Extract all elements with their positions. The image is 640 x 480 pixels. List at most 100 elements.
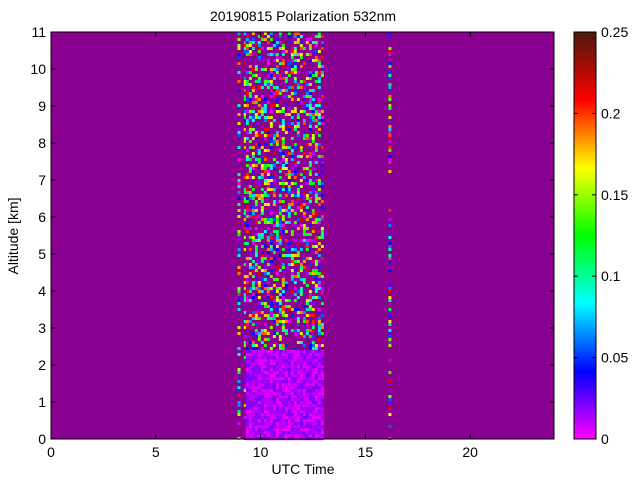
heatmap-cell [320,338,324,341]
heatmap-cell [260,362,264,366]
heatmap-cell [299,320,303,323]
heatmap-cell [248,35,252,38]
heatmap-cell [245,47,249,50]
heatmap-cell [299,221,303,224]
heatmap-cell [243,44,247,47]
heatmap-cell [284,38,288,41]
heatmap-cell [281,293,285,296]
heatmap-cell [388,248,392,251]
heatmap-cell [388,215,392,218]
heatmap-cell [243,290,247,293]
heatmap-cell [248,335,252,338]
heatmap-cell [257,320,261,323]
heatmap-cell [284,317,288,320]
heatmap-cell [293,263,297,266]
heatmap-cell [248,158,252,161]
heatmap-cell [305,317,309,320]
heatmap-cell [248,239,252,242]
heatmap-cell [269,194,273,197]
heatmap-cell [302,212,306,215]
heatmap-cell [284,209,288,212]
heatmap-cell [284,149,288,152]
heatmap-cell [237,275,241,278]
heatmap-cell [266,344,270,347]
heatmap-cell [272,317,276,320]
heatmap-cell [278,359,282,363]
heatmap-cell [257,95,261,98]
heatmap-cell [251,50,255,53]
heatmap-cell [251,266,255,269]
heatmap-cell [254,221,258,224]
heatmap-cell [254,272,258,275]
heatmap-cell [237,215,241,218]
heatmap-cell [245,41,249,44]
heatmap-cell [317,185,321,188]
heatmap-cell [302,83,306,86]
heatmap-cell [275,242,279,245]
heatmap-cell [263,143,267,146]
heatmap-cell [287,104,291,107]
heatmap-cell [290,83,294,86]
heatmap-cell [299,407,303,411]
heatmap-cell [308,107,312,110]
heatmap-cell [317,395,321,399]
heatmap-cell [287,251,291,254]
heatmap-cell [248,152,252,155]
heatmap-cell [284,80,288,83]
heatmap-cell [388,83,392,86]
heatmap-cell [260,275,264,278]
heatmap-cell [263,350,267,354]
heatmap-cell [248,212,252,215]
heatmap-cell [281,416,285,420]
heatmap-cell [251,32,255,35]
heatmap-cell [293,362,297,366]
heatmap-cell [278,410,282,414]
heatmap-cell [237,224,241,227]
heatmap-cell [254,419,258,423]
heatmap-cell [269,95,273,98]
heatmap-cell [308,284,312,287]
heatmap-cell [308,185,312,188]
heatmap-cell [320,269,324,272]
heatmap-cell [311,62,315,65]
heatmap-cell [317,365,321,369]
heatmap-cell [272,53,276,56]
heatmap-cell [254,92,258,95]
heatmap-cell [275,125,279,128]
heatmap-cell [314,83,318,86]
heatmap-cell [287,293,291,296]
heatmap-cell [299,398,303,402]
heatmap-cell [269,116,273,119]
heatmap-cell [272,188,276,191]
heatmap-cell [254,284,258,287]
heatmap-cell [278,53,282,56]
heatmap-cell [269,203,273,206]
heatmap-cell [296,212,300,215]
heatmap-cell [254,353,258,357]
heatmap-cell [281,296,285,299]
heatmap-cell [263,239,267,242]
heatmap-cell [388,134,392,137]
heatmap-cell [290,107,294,110]
heatmap-cell [254,206,258,209]
heatmap-cell [284,275,288,278]
heatmap-cell [275,50,279,53]
heatmap-cell [388,362,392,365]
heatmap-cell [284,197,288,200]
heatmap-cell [314,68,318,71]
heatmap-cell [245,350,249,354]
heatmap-cell [257,272,261,275]
heatmap-cell [269,323,273,326]
heatmap-cell [317,389,321,393]
heatmap-cell [263,365,267,369]
heatmap-cell [314,215,318,218]
heatmap-cell [284,293,288,296]
heatmap-cell [237,98,241,101]
heatmap-cell [269,182,273,185]
heatmap-cell [388,98,392,101]
heatmap-cell [275,77,279,80]
heatmap-cell [278,287,282,290]
heatmap-cell [305,290,309,293]
heatmap-cell [290,89,294,92]
heatmap-cell [245,95,249,98]
